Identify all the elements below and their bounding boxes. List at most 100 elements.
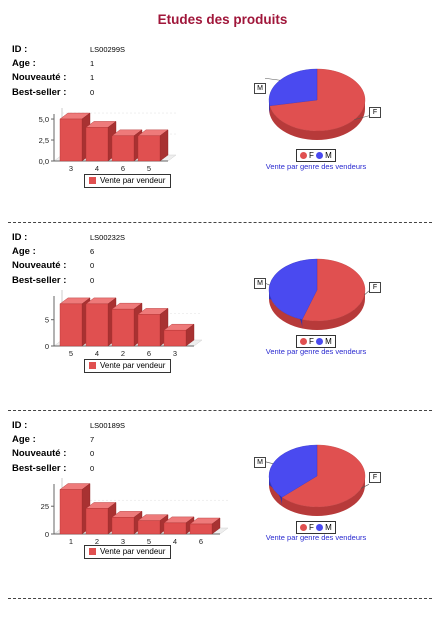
best-seller-value: 0 [90,464,95,473]
bar-chart: 0 25 1 2 3 5 4 6 [41,478,229,546]
pie-caption: Vente par genre des vendeurs [265,533,367,542]
id-label: ID : [12,232,28,243]
y-tick-label: 25 [41,502,49,511]
pie-chart [264,444,370,516]
y-tick-label: 2,5 [39,136,49,145]
page-title: Etudes des produits [157,12,288,27]
best-seller-value: 0 [90,276,95,285]
bar [85,121,117,162]
bar-legend: Vente par vendeur [84,174,172,188]
pie-legend: F M [296,335,336,348]
pie-label-m: M [254,83,266,94]
pie-label-f: F [369,282,381,293]
x-tick-label: 3 [121,537,125,546]
x-tick-label: 1 [69,537,73,546]
bar [111,129,143,162]
legend-dot-f-icon [300,524,307,531]
x-tick-label: 4 [173,537,177,546]
legend-dot-m-icon [316,524,324,531]
x-tick-label: 6 [121,164,125,173]
bar-legend-label: Vente par vendeur [100,176,166,185]
bar [111,302,143,347]
y-tick-label: 0 [45,530,49,539]
y-tick-label: 5 [45,316,49,325]
bar [85,502,117,535]
x-tick-label: 6 [199,537,203,546]
id-value: LS00189S [90,421,126,430]
bar [59,112,91,162]
id-value: LS00232S [90,233,126,242]
x-tick-label: 5 [147,164,151,173]
nouveaute-value: 0 [90,261,95,270]
pie-legend-m: M [325,151,332,160]
product-section-1: ID : LS00299S Age : 1 Nouveauté : 1 Best-se… [0,40,445,230]
legend-dot-f-icon [300,338,307,345]
nouveaute-value: 1 [90,73,95,82]
bar-chart: 0,0 2,5 5,0 3 4 6 5 [39,108,177,173]
section-divider [8,598,432,599]
pie-slice-f [301,258,366,322]
bar-legend-swatch [89,177,96,184]
pie-slice-m [268,68,318,107]
legend-dot-m-icon [316,338,324,345]
bar-chart: 0 5 5 4 2 6 3 [45,290,203,358]
bar-legend-label: Vente par vendeur [100,361,166,370]
pie-legend-m: M [325,523,332,532]
x-tick-label: 4 [95,164,99,173]
age-label: Age : [12,58,36,69]
id-label: ID : [12,420,28,431]
bar [163,323,195,347]
pie-legend-f: F [309,523,314,532]
x-tick-label: 4 [95,349,99,358]
bar-legend: Vente par vendeur [84,545,172,559]
id-value: LS00299S [90,45,126,54]
nouveaute-label: Nouveauté : [12,448,67,459]
x-tick-label: 2 [121,349,125,358]
pie-legend-m: M [325,337,332,346]
bar [111,510,143,535]
bar-legend-label: Vente par vendeur [100,547,166,556]
best-seller-label: Best-seller : [12,463,67,474]
x-tick-label: 5 [69,349,73,358]
age-value: 6 [90,247,95,256]
bar-legend-swatch [89,362,96,369]
x-tick-label: 5 [147,537,151,546]
pie-slice-f [269,68,366,132]
y-tick-label: 5,0 [39,115,49,124]
nouveaute-label: Nouveauté : [12,260,67,271]
x-tick-label: 3 [173,349,177,358]
y-tick-label: 0 [45,342,49,351]
pie-side [269,290,365,330]
bar [85,297,117,347]
pie-label-m: M [254,457,266,468]
pie-label-f: F [369,472,381,483]
age-value: 7 [90,435,95,444]
pie-side [269,100,365,140]
bar [59,297,91,347]
age-label: Age : [12,246,36,257]
bar-legend: Vente par vendeur [84,359,172,373]
pie-legend-f: F [309,151,314,160]
section-divider [8,410,432,411]
pie-chart [264,258,370,330]
nouveaute-label: Nouveauté : [12,72,67,83]
bar [137,308,169,347]
x-tick-label: 6 [147,349,151,358]
section-divider [8,222,432,223]
bar [189,517,221,535]
pie-slice-f [281,444,366,508]
pie-legend-f: F [309,337,314,346]
x-tick-label: 2 [95,537,99,546]
best-seller-value: 0 [90,88,95,97]
pie-label-f: F [369,107,381,118]
age-label: Age : [12,434,36,445]
age-value: 1 [90,59,95,68]
pie-legend: F M [296,149,336,162]
legend-dot-f-icon [300,152,307,159]
pie-caption: Vente par genre des vendeurs [265,162,367,171]
pie-caption: Vente par genre des vendeurs [265,347,367,356]
product-section-2: ID : LS00232S Age : 6 Nouveauté : 0 Best-se… [0,228,445,418]
pie-label-m: M [254,278,266,289]
id-label: ID : [12,44,28,55]
bar [59,483,91,535]
